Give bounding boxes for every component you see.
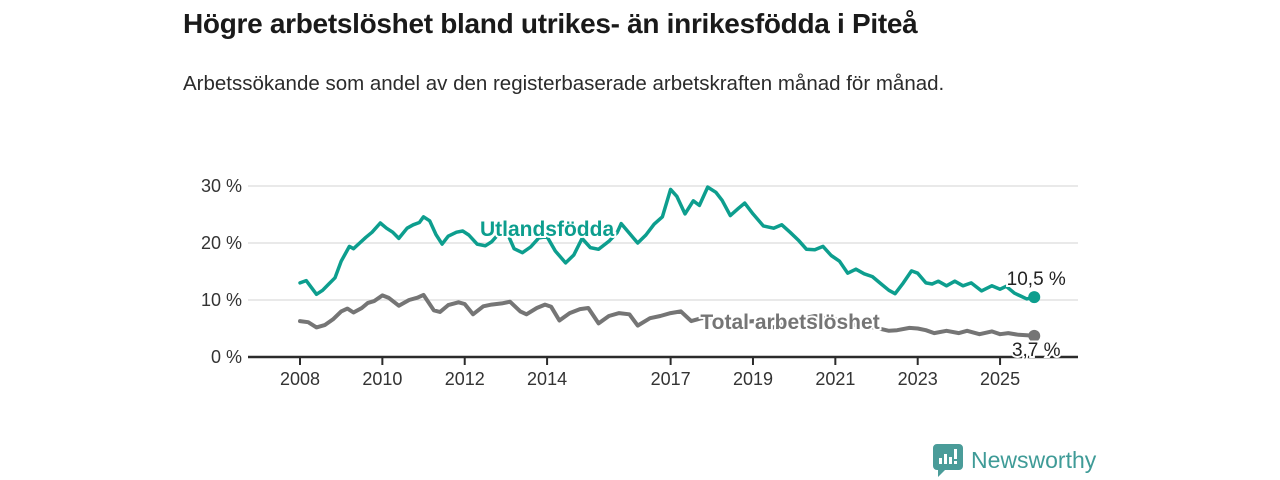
- series-end-value-label: 3,7 %: [1012, 340, 1061, 361]
- x-tick-label: 2021: [815, 369, 855, 389]
- newsworthy-wordmark: Newsworthy: [971, 447, 1097, 473]
- series-end-dot: [1028, 291, 1041, 304]
- series-line-0: [298, 185, 1036, 301]
- series-end-dot: [1028, 329, 1041, 342]
- chart-subtitle: Arbetssökande som andel av den registerb…: [183, 72, 945, 95]
- x-tick-label: 2012: [445, 369, 485, 389]
- x-tick-label: 2025: [980, 369, 1020, 389]
- series-line-1: [298, 292, 1037, 338]
- y-tick-label: 10 %: [201, 290, 242, 310]
- y-tick-label: 0 %: [211, 347, 242, 367]
- x-tick-label: 2010: [362, 369, 402, 389]
- newsworthy-logo[interactable]: Newsworthy: [933, 444, 1096, 477]
- y-tick-label: 20 %: [201, 233, 242, 253]
- y-tick-label: 30 %: [201, 176, 242, 196]
- bar-chart-speech-bubble-icon: [933, 444, 963, 477]
- x-tick-label: 2008: [280, 369, 320, 389]
- series-end-value-label: 10,5 %: [1007, 269, 1066, 290]
- series-name-label: Total arbetslöshet: [700, 311, 879, 334]
- x-tick-label: 2023: [898, 369, 938, 389]
- series-name-label: Utlandsfödda: [480, 218, 614, 241]
- x-tick-label: 2014: [527, 369, 567, 389]
- x-tick-label: 2019: [733, 369, 773, 389]
- x-tick-label: 2017: [651, 369, 691, 389]
- page-title: Högre arbetslöshet bland utrikes- än inr…: [183, 8, 918, 39]
